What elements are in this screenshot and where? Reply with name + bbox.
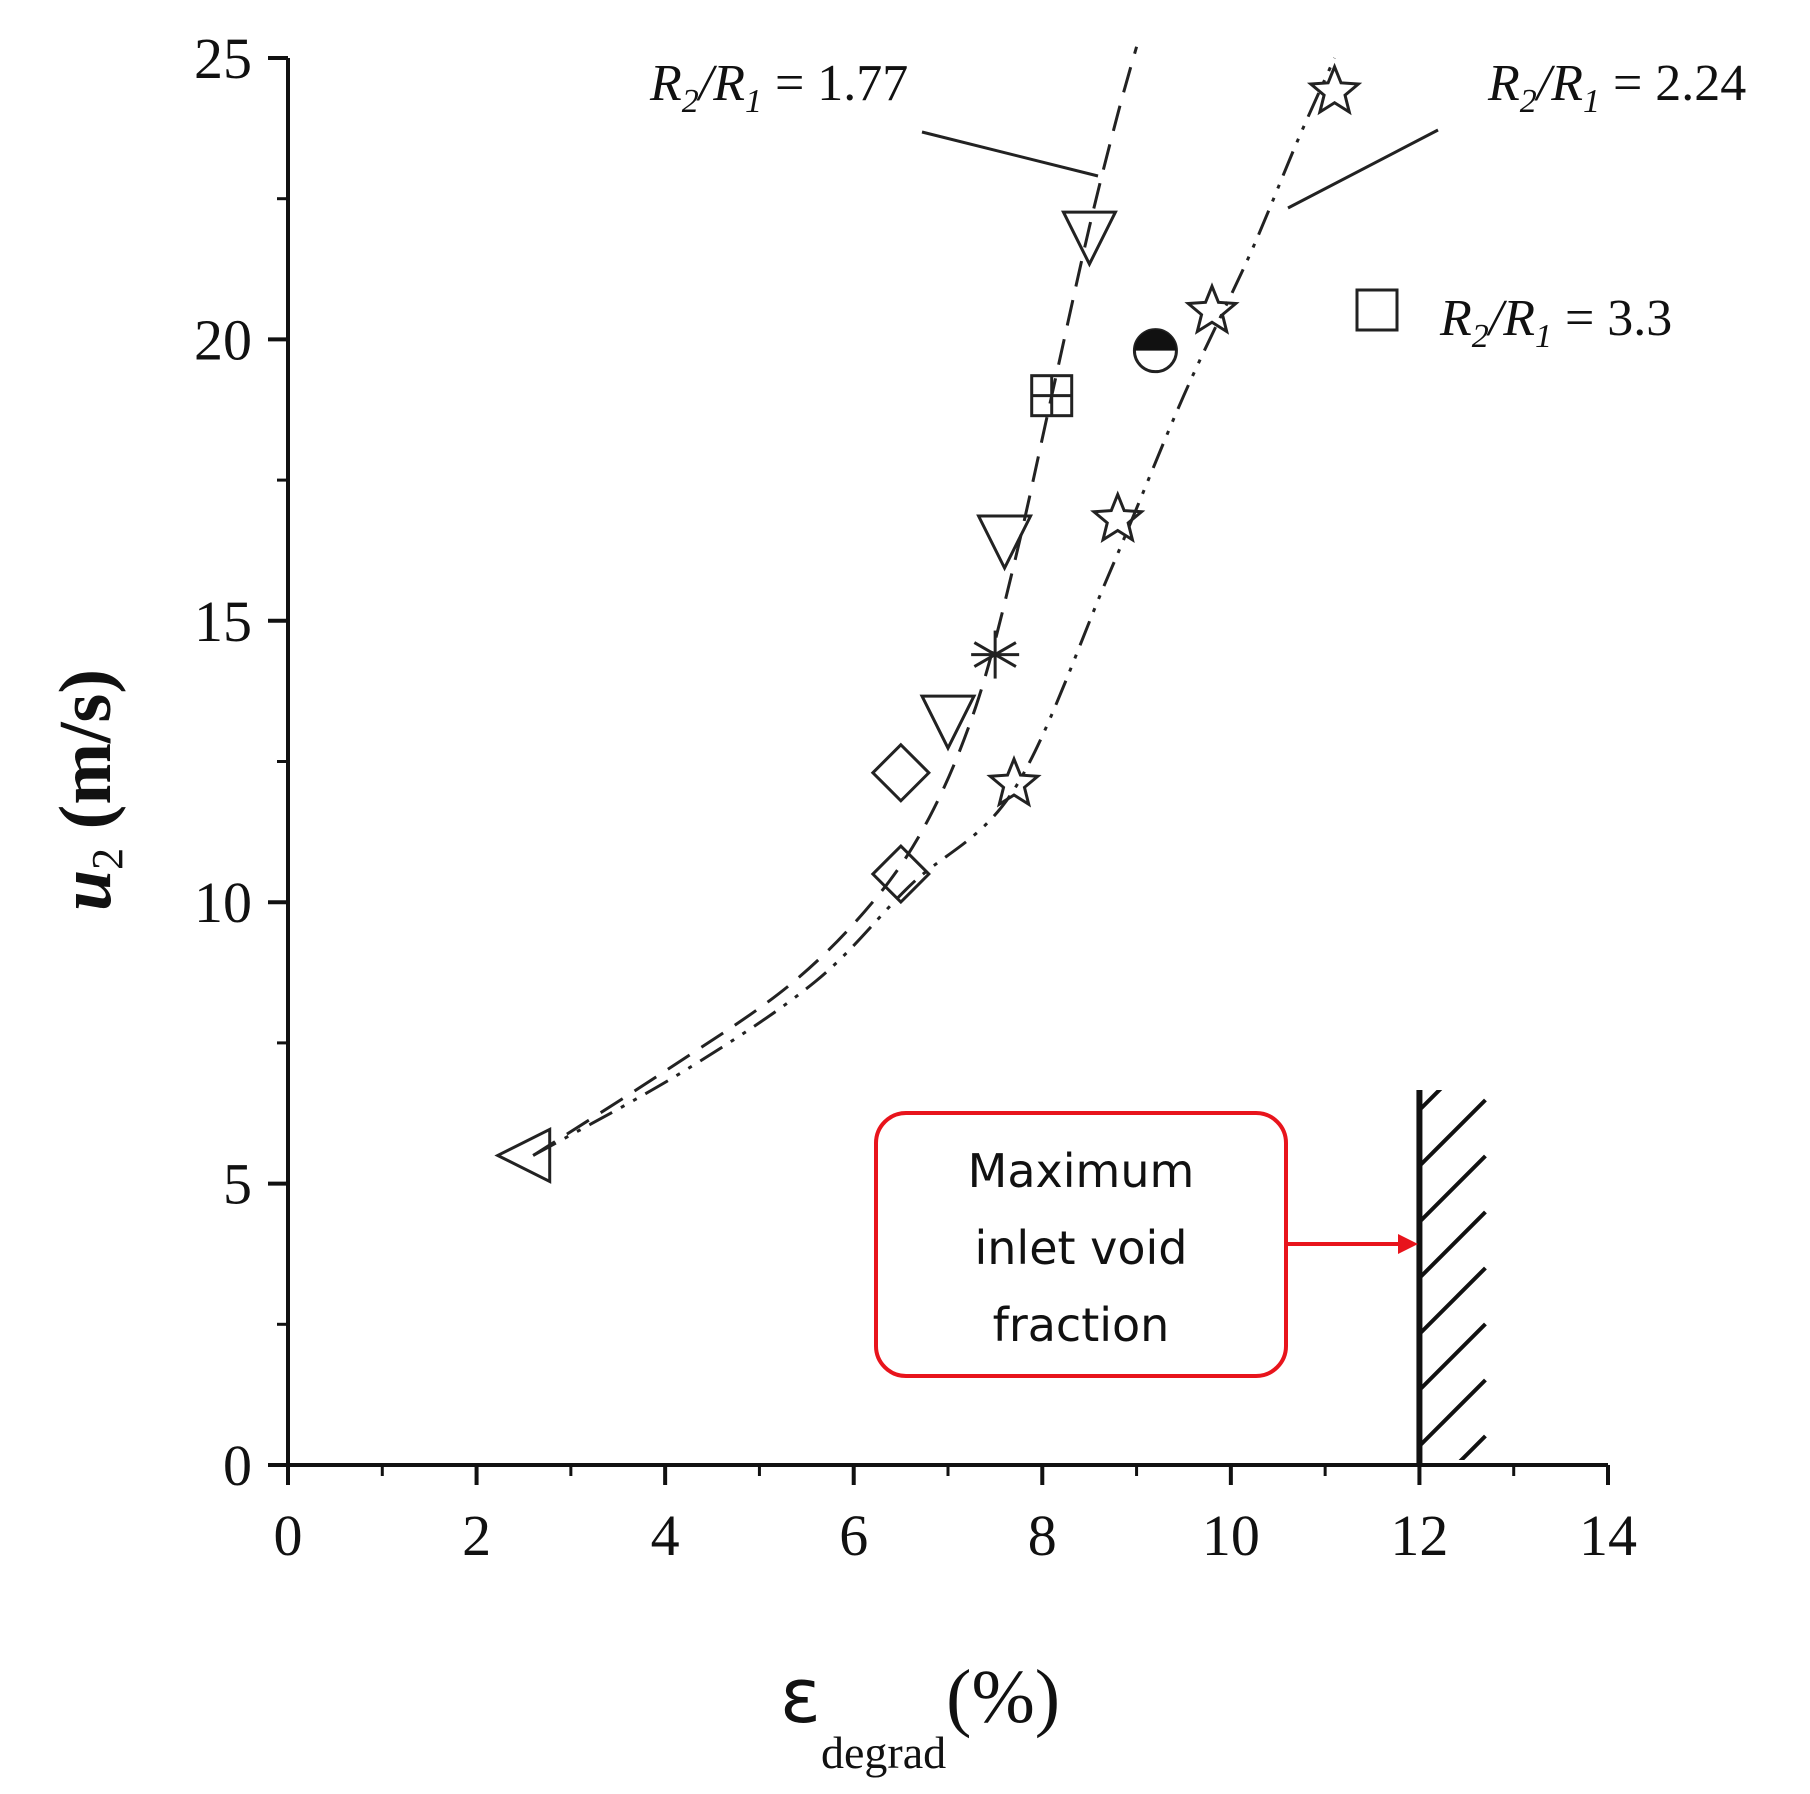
y-tick-label: 10 [194,870,252,935]
marker-left-triangle [494,1127,552,1184]
x-tick-label: 0 [274,1503,303,1568]
callout-arrowhead [1398,1234,1418,1254]
annotation-r33: R2/R1 = 3.3 [1439,290,1672,355]
half-circle-fill [1134,329,1177,351]
hatch-line [1420,1322,1487,1392]
x-tick-label: 10 [1202,1503,1260,1568]
x-tick-label: 14 [1579,1503,1637,1568]
callout-line-3: fraction [993,1298,1170,1352]
x-tick-label: 4 [651,1503,680,1568]
marker-diamond [870,843,931,905]
y-tick-label: 5 [223,1152,252,1217]
marker-asterisk [971,630,1020,679]
marker-boxed-plus [1030,374,1074,418]
hatch-line [1420,1090,1443,1112]
leader-line-177 [921,130,1099,178]
x-tick-label: 6 [839,1503,868,1568]
y-tick-label: 20 [194,307,252,372]
max-void-fraction-limit [1416,1090,1487,1465]
hatch-line [1420,1266,1487,1336]
callout-line-1: Maximum [968,1144,1195,1198]
limit-hatching [1420,1090,1487,1460]
annotation-r224: R2/R1 = 2.24 [1487,55,1746,120]
y-tick-label: 15 [194,589,252,654]
leader-line-224 [1287,128,1439,210]
data-markers [494,62,1363,1184]
annotation-r177: R2/R1 = 1.77 [649,55,908,120]
y-tick-label: 0 [223,1433,252,1498]
y-axis-ticks: 0 5 10 15 20 25 [194,26,288,1498]
marker-diamond [870,742,931,803]
hatch-line [1420,1378,1487,1448]
hatch-line [1420,1098,1487,1168]
hatch-line [1420,1210,1487,1280]
x-tick-label: 8 [1028,1503,1057,1568]
marker-star [1090,490,1146,543]
marker-down-triangle [919,694,977,752]
marker-star [986,754,1042,808]
y-axis-title: u2 (m/s) [45,669,132,911]
fit-curves [532,46,1336,1157]
marker-down-triangle [1061,210,1118,268]
marker-star [1306,62,1363,116]
x-tick-label: 2 [462,1503,491,1568]
hatch-line [1458,1434,1487,1460]
marker-star [1184,282,1240,335]
x-axis-title: εdegrad(%) [780,1651,1060,1778]
marker-down-triangle [976,514,1033,572]
curve-r224 [532,57,1336,1157]
y-tick-label: 25 [194,26,252,91]
curve-r177 [532,46,1139,1157]
x-axis-ticks: 0 2 4 6 8 10 12 14 [274,1465,1637,1568]
x-tick-label: 12 [1390,1503,1448,1568]
hatch-line [1420,1154,1487,1224]
max-void-fraction-callout: Maximum inlet void fraction [874,1111,1418,1378]
callout-line-2: inlet void [974,1221,1187,1275]
marker-half-filled-circle [1132,328,1178,374]
legend-square-marker [1355,288,1399,332]
